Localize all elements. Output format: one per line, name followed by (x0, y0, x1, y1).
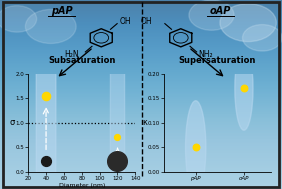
Point (193, 146, 198, 149)
Circle shape (0, 6, 37, 32)
Point (44, 94, 48, 97)
Point (115, 135, 120, 138)
Circle shape (110, 0, 125, 189)
X-axis label: Diameter (nm): Diameter (nm) (59, 183, 105, 187)
Circle shape (25, 9, 76, 43)
Text: Supersaturation: Supersaturation (179, 56, 256, 65)
Y-axis label: κ: κ (142, 118, 147, 127)
Circle shape (186, 101, 206, 189)
Text: NH₂: NH₂ (198, 50, 213, 59)
Text: pAP: pAP (51, 6, 72, 16)
Circle shape (243, 25, 282, 51)
Circle shape (220, 4, 276, 42)
Point (242, 87, 246, 90)
Text: OH: OH (120, 17, 131, 26)
Text: oAP: oAP (210, 6, 231, 16)
Point (44, 160, 48, 163)
Text: OH: OH (141, 17, 153, 26)
Y-axis label: σ: σ (10, 118, 15, 127)
Circle shape (189, 0, 234, 30)
Text: H₂N: H₂N (64, 50, 79, 59)
Point (115, 160, 120, 163)
Circle shape (235, 47, 253, 130)
Circle shape (36, 0, 56, 189)
Text: Subsaturation: Subsaturation (48, 56, 115, 65)
